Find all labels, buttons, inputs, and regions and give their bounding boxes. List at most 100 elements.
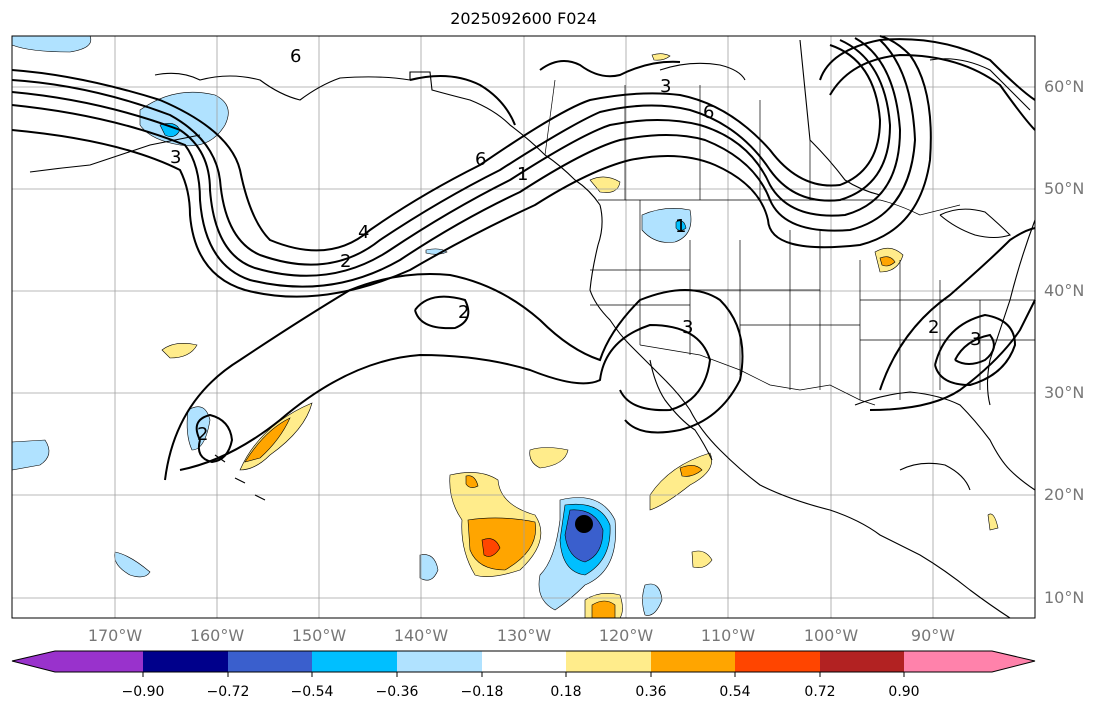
colorbar-tick-label: 0.72 [804, 684, 836, 700]
contour-north-bend [539, 60, 681, 78]
lon-label: 140°W [393, 626, 449, 645]
contour-mid-loop [414, 295, 470, 330]
fill-pos-main-mid [467, 517, 536, 571]
fill-neg-idaho [641, 208, 692, 243]
colorbar-tick-label: 0.36 [635, 684, 667, 700]
colorbar-tick-label: −0.72 [206, 684, 250, 700]
lon-label: 120°W [598, 626, 654, 645]
fill-pos-main-top [465, 475, 479, 488]
lat-label: 50°N [1044, 179, 1085, 198]
contour-east-loop [934, 313, 1017, 387]
contour-label: 3 [970, 329, 981, 350]
fill-neg-west-edge [11, 439, 50, 471]
contour-labels: 6 6 6 3 3 1 4 2 2 2 3 2 3 1 [170, 46, 981, 445]
colorbar-tick-label: −0.54 [290, 684, 334, 700]
great-lakes [939, 208, 1012, 239]
contour-jet-1 [11, 44, 882, 252]
lat-label: 40°N [1044, 281, 1085, 300]
fill-neg-sw1 [114, 551, 151, 578]
contour-south-loop [179, 323, 712, 471]
state-lines-west [590, 200, 860, 390]
colorbar-seg [651, 651, 735, 672]
colorbar-outline [11, 650, 1036, 673]
colorbar-tick-label: 0.54 [719, 684, 751, 700]
alaska-coast [154, 71, 601, 206]
fill-pos-se-edge [987, 513, 999, 531]
coastlines [29, 39, 1036, 619]
colorbar-tick-label: −0.18 [460, 684, 504, 700]
colorbar-seg [312, 651, 397, 672]
state-lines-east [859, 260, 1035, 400]
gulf-coast [854, 391, 1036, 491]
contour-jet-2 [11, 39, 892, 266]
lat-label: 10°N [1044, 588, 1085, 607]
contour-jet-3 [11, 37, 902, 277]
yucatan [899, 462, 971, 491]
fill-neg-nw-corner [11, 35, 92, 53]
map-title: 2025092600 F024 [450, 9, 597, 28]
contour-east-1 [879, 227, 1036, 391]
lon-label: 160°W [189, 626, 245, 645]
contour-jet-5 [11, 35, 932, 298]
fill-neg-storm-tail [642, 583, 663, 616]
lon-label: 100°W [803, 626, 859, 645]
fill-neg-sw2 [419, 554, 439, 581]
fill-pos-baja-core [679, 465, 703, 477]
lon-label: 150°W [291, 626, 347, 645]
colorbar-seg [397, 651, 482, 672]
fill-pos-north-pac [161, 343, 198, 359]
colorbar-tick-label: −0.90 [121, 684, 165, 700]
storm-center-dot [575, 515, 593, 533]
fill-pos-hawaii-core [244, 417, 291, 463]
lat-label: 60°N [1044, 77, 1085, 96]
contour-label: 6 [475, 149, 486, 170]
lat-label: 20°N [1044, 485, 1085, 504]
fill-pos-midwest-core [879, 256, 896, 267]
gridlines [12, 36, 1035, 618]
contour-ne-2 [829, 53, 1036, 131]
colorbar-tick-label: −0.36 [375, 684, 419, 700]
alaska-yukon-border [544, 79, 556, 156]
contour-ne-1 [819, 38, 1036, 101]
us-canada-border [598, 199, 961, 216]
lon-label: 130°W [496, 626, 552, 645]
canada-west-coast [589, 204, 1011, 619]
contour-label: 2 [340, 251, 351, 272]
colorbar-seg [735, 651, 820, 672]
colorbar-high-arrow [992, 651, 1035, 672]
contour-label: 2 [458, 302, 469, 323]
hudson-bay [799, 39, 881, 196]
us-mexico-border [639, 344, 876, 406]
colorbar-seg [143, 651, 228, 672]
canada-provinces [624, 85, 811, 200]
fill-pos-south1 [691, 550, 713, 568]
contour-label: 1 [675, 216, 686, 237]
fill-neg-storm-core [564, 509, 604, 563]
contour-jet-4 [11, 39, 917, 288]
fill-pos-south-storm-core [591, 600, 616, 619]
contours [11, 35, 1036, 481]
lon-label: 170°W [87, 626, 143, 645]
contour-east-2 [869, 299, 1036, 411]
contour-label: 1 [517, 164, 528, 185]
colorbar-seg [566, 651, 651, 672]
contour-label: 2 [928, 317, 939, 338]
colorbar-low-arrow [12, 651, 55, 672]
colorbar [11, 650, 1036, 677]
lon-label: 90°W [910, 626, 956, 645]
east-coast [986, 219, 1036, 406]
colorbar-tick-label: 0.18 [550, 684, 582, 700]
arctic-islands [659, 62, 746, 81]
fill-pos-alaska-top [651, 53, 671, 61]
contour-label: 3 [682, 317, 693, 338]
fill-neg-aleutian [139, 91, 229, 147]
colorbar-seg [228, 651, 312, 672]
contour-label: 6 [703, 102, 714, 123]
baja [649, 359, 713, 461]
aleutians [29, 134, 201, 173]
contour-label: 3 [660, 76, 671, 97]
borders [544, 79, 1035, 406]
fill-pos-mid1 [529, 447, 569, 469]
lon-label: 110°W [700, 626, 756, 645]
